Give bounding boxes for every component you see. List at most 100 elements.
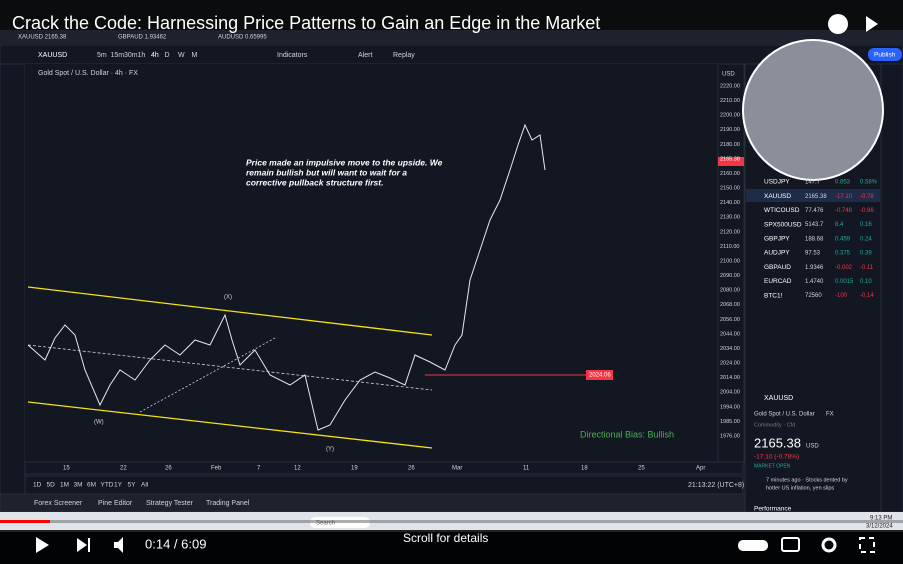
- performance: Performance: [754, 506, 792, 513]
- interval[interactable]: 1h: [138, 52, 146, 59]
- watch-change: 0.459: [835, 236, 851, 242]
- range-button[interactable]: 6M: [87, 482, 96, 489]
- fullscreen-button[interactable]: [859, 537, 875, 553]
- watch-change: 8.4: [835, 222, 844, 228]
- range-button[interactable]: 3M: [74, 482, 83, 489]
- annotation: remain bullish but will want to wait for…: [246, 167, 407, 177]
- webcam-overlay: [743, 40, 883, 180]
- bottom-tab[interactable]: Trading Panel: [206, 500, 250, 507]
- price-label: 2150.00: [720, 186, 740, 192]
- publish-button[interactable]: [868, 48, 902, 61]
- watch-symbol[interactable]: GBPJPY: [764, 236, 790, 243]
- time-label: 26: [408, 466, 415, 472]
- time-label: 12: [294, 466, 301, 472]
- watch-last: 188.68: [805, 236, 824, 242]
- channel-bottom: [27, 401, 433, 449]
- symbol-tab[interactable]: XAUUSD 2165.38: [18, 35, 67, 41]
- last-price-tag: [718, 157, 744, 166]
- progress-bar[interactable]: [0, 520, 50, 523]
- interval[interactable]: W: [178, 52, 185, 59]
- watch-symbol[interactable]: XAUUSD: [764, 193, 791, 200]
- time-display: 0:14 / 6:09: [145, 536, 206, 551]
- annotation: corrective pullback structure first.: [246, 177, 383, 187]
- interval[interactable]: 5m: [97, 52, 107, 59]
- range-button[interactable]: 1M: [60, 482, 69, 489]
- watch-last: 97.53: [805, 251, 821, 257]
- price-label: 2160.00: [720, 171, 740, 177]
- bottom-tab[interactable]: Strategy Tester: [146, 500, 194, 507]
- watch-symbol[interactable]: BTC1!: [764, 292, 783, 299]
- next-bar: [88, 538, 90, 552]
- symbol-tab[interactable]: AUDUSD 0.65995: [218, 35, 267, 41]
- replay[interactable]: Replay: [393, 52, 415, 59]
- watch-change-pct: -0.11: [860, 265, 874, 271]
- volume-button[interactable]: [114, 537, 123, 553]
- bottom-tab[interactable]: Pine Editor: [98, 500, 133, 507]
- annotation: Price made an impulsive move to the upsi…: [246, 157, 443, 167]
- price-axis: [717, 63, 745, 463]
- level-label: 2024.06: [589, 373, 611, 379]
- price-label: 2004.00: [720, 390, 740, 396]
- watch-later[interactable]: [828, 14, 848, 34]
- watch-symbol[interactable]: USDJPY: [764, 179, 790, 186]
- price-label: 2056.00: [720, 317, 740, 323]
- interval[interactable]: 30m: [124, 52, 138, 59]
- alert[interactable]: Alert: [358, 52, 372, 59]
- watch-symbol[interactable]: GBPAUD: [764, 264, 791, 271]
- price-label: 2200.00: [720, 113, 740, 119]
- price-label: 2130.00: [720, 215, 740, 221]
- autoplay-toggle[interactable]: [738, 540, 768, 551]
- detail-status: MARKET OPEN: [754, 463, 791, 469]
- price-label: 1976.00: [720, 433, 740, 439]
- watch-symbol[interactable]: AUDJPY: [764, 250, 790, 257]
- video-title: Crack the Code: Harnessing Price Pattern…: [12, 13, 600, 33]
- watch-symbol[interactable]: EURCAD: [764, 278, 792, 285]
- watch-symbol[interactable]: SPX500USD: [764, 221, 802, 228]
- share-button[interactable]: [866, 16, 878, 32]
- time-label: Apr: [696, 466, 705, 472]
- play-button[interactable]: [36, 537, 49, 553]
- watch-change-pct: 0.24: [860, 236, 872, 242]
- time-label: 11: [523, 466, 530, 472]
- generated: XAUUSD 2165.38 GBPAUD 1.93462 AUDUSD 0.659…: [18, 35, 878, 513]
- detail-symbol: XAUUSD: [764, 395, 793, 402]
- interval[interactable]: 4h: [151, 52, 159, 59]
- interval[interactable]: M: [192, 52, 198, 59]
- watch-last: 72560: [805, 293, 822, 299]
- range-button[interactable]: 5D: [47, 482, 56, 489]
- sys-time: 9:13 PM: [870, 516, 892, 522]
- bias: Directional Bias: Bullish: [580, 429, 674, 439]
- publish[interactable]: Publish: [874, 52, 896, 59]
- search-label[interactable]: Search: [316, 521, 335, 527]
- scroll-hint: Scroll for details: [403, 531, 488, 545]
- interval[interactable]: D: [165, 52, 170, 59]
- symbol-tab[interactable]: GBPAUD 1.93462: [118, 35, 167, 41]
- range-button[interactable]: All: [141, 482, 149, 489]
- watch-change: -17.10: [835, 194, 853, 200]
- range-button[interactable]: 1Y: [114, 482, 123, 489]
- captions-button[interactable]: [781, 537, 800, 552]
- range-button[interactable]: YTD: [101, 482, 114, 489]
- price-label: 2024.00: [720, 361, 740, 367]
- currency: USD: [722, 72, 735, 78]
- time-label: Mar: [452, 466, 462, 472]
- price-label: 1994.00: [720, 404, 740, 410]
- price-label: 2180.00: [720, 142, 740, 148]
- settings-button[interactable]: [821, 537, 837, 553]
- next-button[interactable]: [77, 538, 87, 552]
- range-button[interactable]: 5Y: [128, 482, 137, 489]
- interval[interactable]: 15m: [111, 52, 125, 59]
- news: 7 minutes ago · Stocks dented by: [766, 477, 848, 483]
- chart-symbol: Gold Spot / U.S. Dollar · 4h · FX: [38, 70, 138, 77]
- watch-change-pct: 0.58%: [860, 180, 878, 186]
- price-label: 2068.00: [720, 302, 740, 308]
- range-button[interactable]: 1D: [33, 482, 42, 489]
- watch-symbol[interactable]: WTICOUSD: [764, 207, 800, 214]
- detail-price: 2165.38: [754, 435, 801, 450]
- clock: 21:13:22 (UTC+8): [688, 482, 744, 489]
- indicators[interactable]: Indicators: [277, 52, 308, 59]
- bottom-tab[interactable]: Forex Screener: [34, 500, 83, 507]
- price-label: 2190.00: [720, 127, 740, 133]
- symbol-search[interactable]: XAUUSD: [38, 52, 67, 59]
